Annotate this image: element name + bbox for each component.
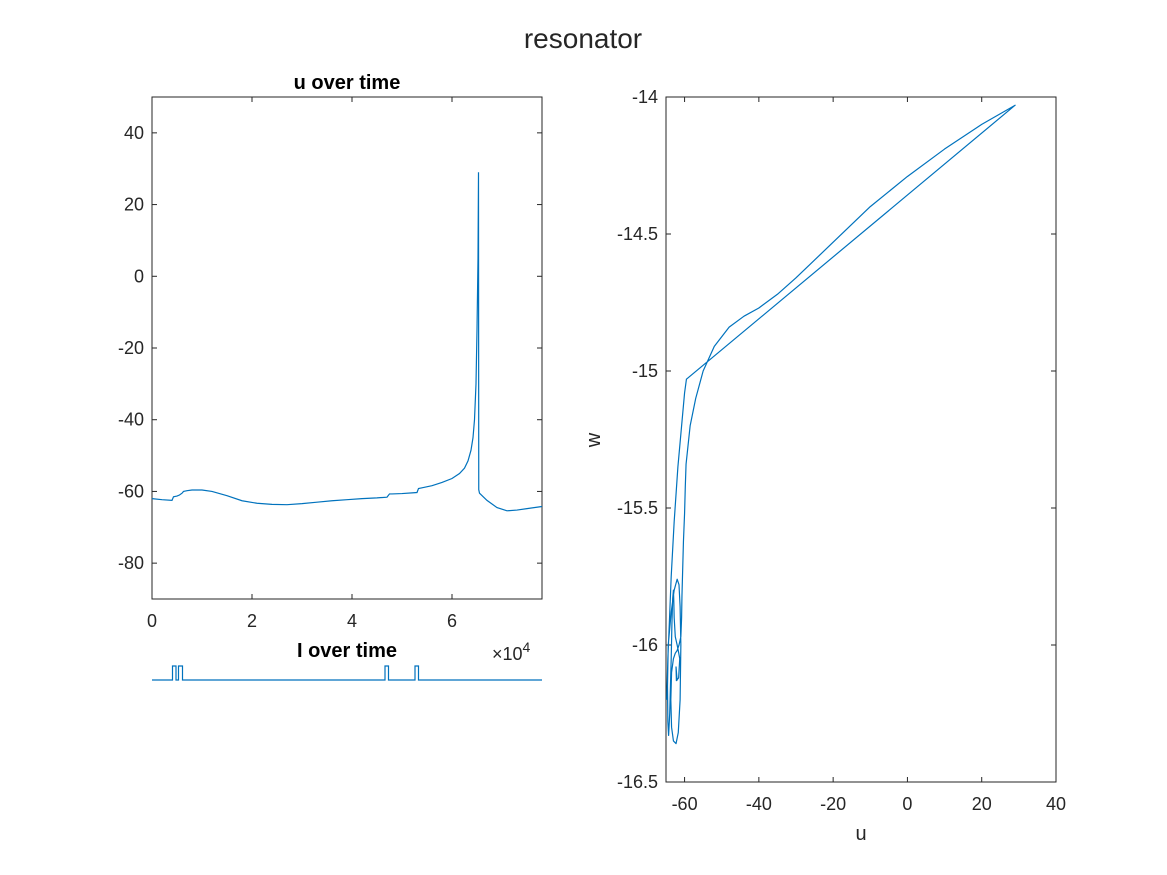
u-over-time-plot-box bbox=[151, 96, 543, 600]
phase-plane-axes: -60 -40 -20 0 20 40 -16.5 -16 -15.5 -15 -14.5 -14 u… bbox=[583, 87, 1066, 845]
u-over-time-xtick-label: 4 bbox=[347, 611, 357, 631]
phase-plane-ylabel: w bbox=[583, 432, 605, 448]
i-over-time-line bbox=[152, 665, 542, 681]
phase-plane-xtick-label: 0 bbox=[902, 794, 912, 814]
phase-plane-xlabel: u bbox=[855, 823, 866, 845]
phase-plane-ytick-label: -14 bbox=[632, 87, 658, 107]
u-over-time-ytick-label: -80 bbox=[118, 553, 144, 573]
phase-plane-xtick-label: -40 bbox=[746, 794, 772, 814]
u-over-time-xtick-label: 2 bbox=[247, 611, 257, 631]
u-over-time-ticks: 0 2 4 6 -80 -60 -40 -20 0 20 40 bbox=[118, 97, 542, 631]
phase-plane-ticks: -60 -40 -20 0 20 40 -16.5 -16 -15.5 -15 -14.5 -14 bbox=[617, 87, 1066, 814]
phase-plane-ytick-label: -16 bbox=[632, 635, 658, 655]
u-over-time-xtick-label: 0 bbox=[147, 611, 157, 631]
i-over-time-title: I over time bbox=[297, 640, 397, 662]
phase-plane-plot-box bbox=[665, 96, 1057, 783]
phase-plane-ytick-label: -14.5 bbox=[617, 224, 658, 244]
u-over-time-ytick-label: 20 bbox=[124, 195, 144, 215]
phase-plane-ytick-label: -15 bbox=[632, 361, 658, 381]
x-exponent-base: ×10 bbox=[492, 644, 523, 664]
u-over-time-xtick-label: 6 bbox=[447, 611, 457, 631]
figure-title: resonator bbox=[524, 23, 642, 54]
u-over-time-ytick-label: -40 bbox=[118, 410, 144, 430]
u-over-time-ytick-label: -60 bbox=[118, 481, 144, 501]
x-exponent-label: ×104 bbox=[492, 639, 531, 664]
i-over-time-axes: I over time bbox=[152, 640, 542, 681]
phase-plane-xtick-label: 40 bbox=[1046, 794, 1066, 814]
phase-plane-ytick-label: -15.5 bbox=[617, 498, 658, 518]
x-exponent-power: 4 bbox=[523, 639, 531, 655]
u-over-time-title: u over time bbox=[294, 72, 401, 94]
phase-plane-xtick-label: -60 bbox=[672, 794, 698, 814]
phase-plane-ytick-label: -16.5 bbox=[617, 772, 658, 792]
u-over-time-line bbox=[151, 172, 543, 512]
phase-plane-xtick-label: -20 bbox=[820, 794, 846, 814]
u-over-time-ytick-label: 40 bbox=[124, 123, 144, 143]
phase-plane-line bbox=[666, 104, 1016, 745]
u-over-time-ytick-label: -20 bbox=[118, 338, 144, 358]
phase-plane-xtick-label: 20 bbox=[972, 794, 992, 814]
u-over-time-ytick-label: 0 bbox=[134, 266, 144, 286]
